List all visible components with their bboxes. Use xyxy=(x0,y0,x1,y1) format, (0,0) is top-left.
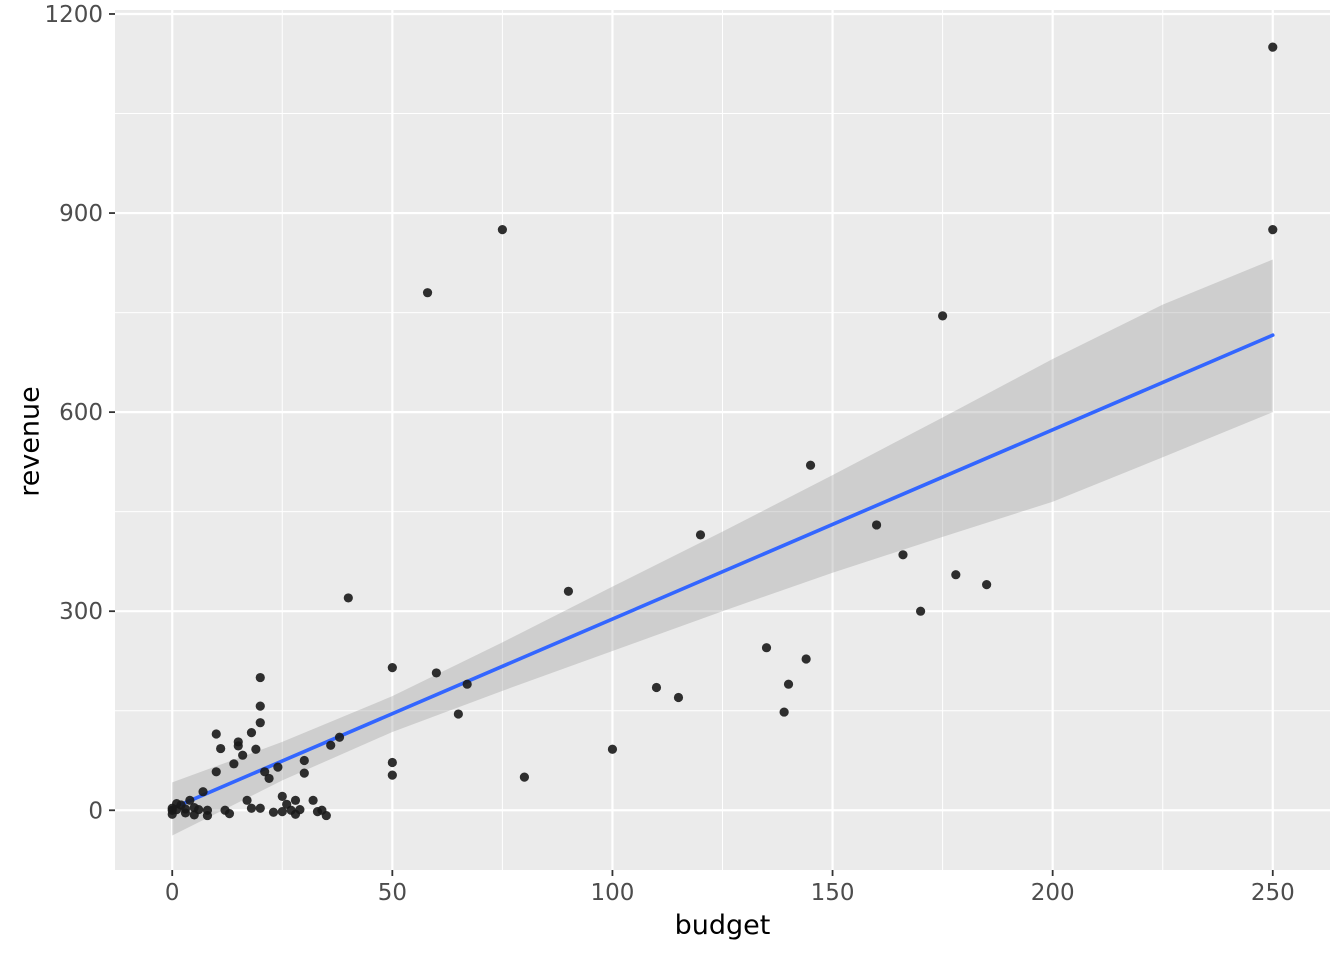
data-point xyxy=(951,570,961,580)
data-point xyxy=(255,718,265,728)
x-tick-label: 100 xyxy=(590,880,634,906)
x-tick-label: 50 xyxy=(378,880,407,906)
data-point xyxy=(185,795,195,805)
data-point xyxy=(334,732,345,742)
data-point xyxy=(563,586,574,596)
y-tick-label: 900 xyxy=(59,201,103,227)
data-point xyxy=(387,757,397,768)
data-point xyxy=(224,808,235,819)
data-point xyxy=(519,772,530,782)
data-point xyxy=(277,807,287,817)
data-point xyxy=(898,550,908,560)
data-point xyxy=(198,787,208,797)
data-point xyxy=(273,762,283,772)
data-point xyxy=(255,701,265,711)
x-tick-label: 250 xyxy=(1251,880,1295,906)
y-tick-label: 1200 xyxy=(44,2,103,28)
data-point xyxy=(1268,225,1278,235)
regression-line xyxy=(170,333,1275,811)
data-point xyxy=(216,743,226,754)
data-point xyxy=(431,668,441,678)
data-point xyxy=(260,767,270,777)
data-point xyxy=(255,672,265,683)
y-tick-label: 300 xyxy=(59,599,103,625)
data-point xyxy=(779,707,789,717)
y-axis-title: revenue xyxy=(14,386,46,497)
data-point xyxy=(453,709,463,719)
data-point xyxy=(387,663,397,673)
data-point xyxy=(194,805,204,815)
data-point xyxy=(761,643,772,653)
data-point xyxy=(915,606,926,616)
data-point xyxy=(233,737,243,747)
data-point xyxy=(1268,42,1278,52)
data-point xyxy=(211,729,221,739)
data-point xyxy=(229,759,239,769)
data-point xyxy=(246,728,257,738)
data-point xyxy=(290,795,301,805)
data-point xyxy=(783,679,794,689)
data-point xyxy=(462,679,472,689)
data-point xyxy=(295,805,305,815)
data-point xyxy=(255,803,265,813)
data-point xyxy=(308,795,318,805)
x-tick-label: 0 xyxy=(165,880,180,906)
data-point xyxy=(202,805,213,815)
x-tick-label: 200 xyxy=(1031,880,1075,906)
data-point xyxy=(497,225,507,235)
data-point xyxy=(251,744,261,754)
data-point xyxy=(299,768,309,778)
data-point xyxy=(180,804,191,814)
data-point xyxy=(264,773,274,784)
y-tick-label: 600 xyxy=(59,400,103,426)
data-point xyxy=(246,803,257,813)
x-tick-label: 150 xyxy=(811,880,855,906)
data-point xyxy=(268,807,279,817)
x-axis-title: budget xyxy=(674,910,771,941)
data-point xyxy=(321,810,331,821)
data-point xyxy=(387,770,397,780)
data-point xyxy=(299,755,309,766)
data-point xyxy=(607,744,618,754)
data-point xyxy=(242,795,252,805)
data-point xyxy=(651,682,662,693)
data-point xyxy=(673,692,684,703)
data-point xyxy=(871,520,882,530)
data-point xyxy=(277,791,287,801)
y-tick-label: 0 xyxy=(88,798,103,824)
data-point xyxy=(695,530,706,540)
data-point xyxy=(801,654,811,664)
data-point xyxy=(422,288,433,298)
data-point xyxy=(938,311,948,321)
data-point xyxy=(343,593,353,603)
data-point xyxy=(805,460,816,470)
data-point xyxy=(326,740,336,750)
data-point xyxy=(211,767,221,777)
data-point xyxy=(982,580,992,590)
data-point xyxy=(238,750,248,760)
